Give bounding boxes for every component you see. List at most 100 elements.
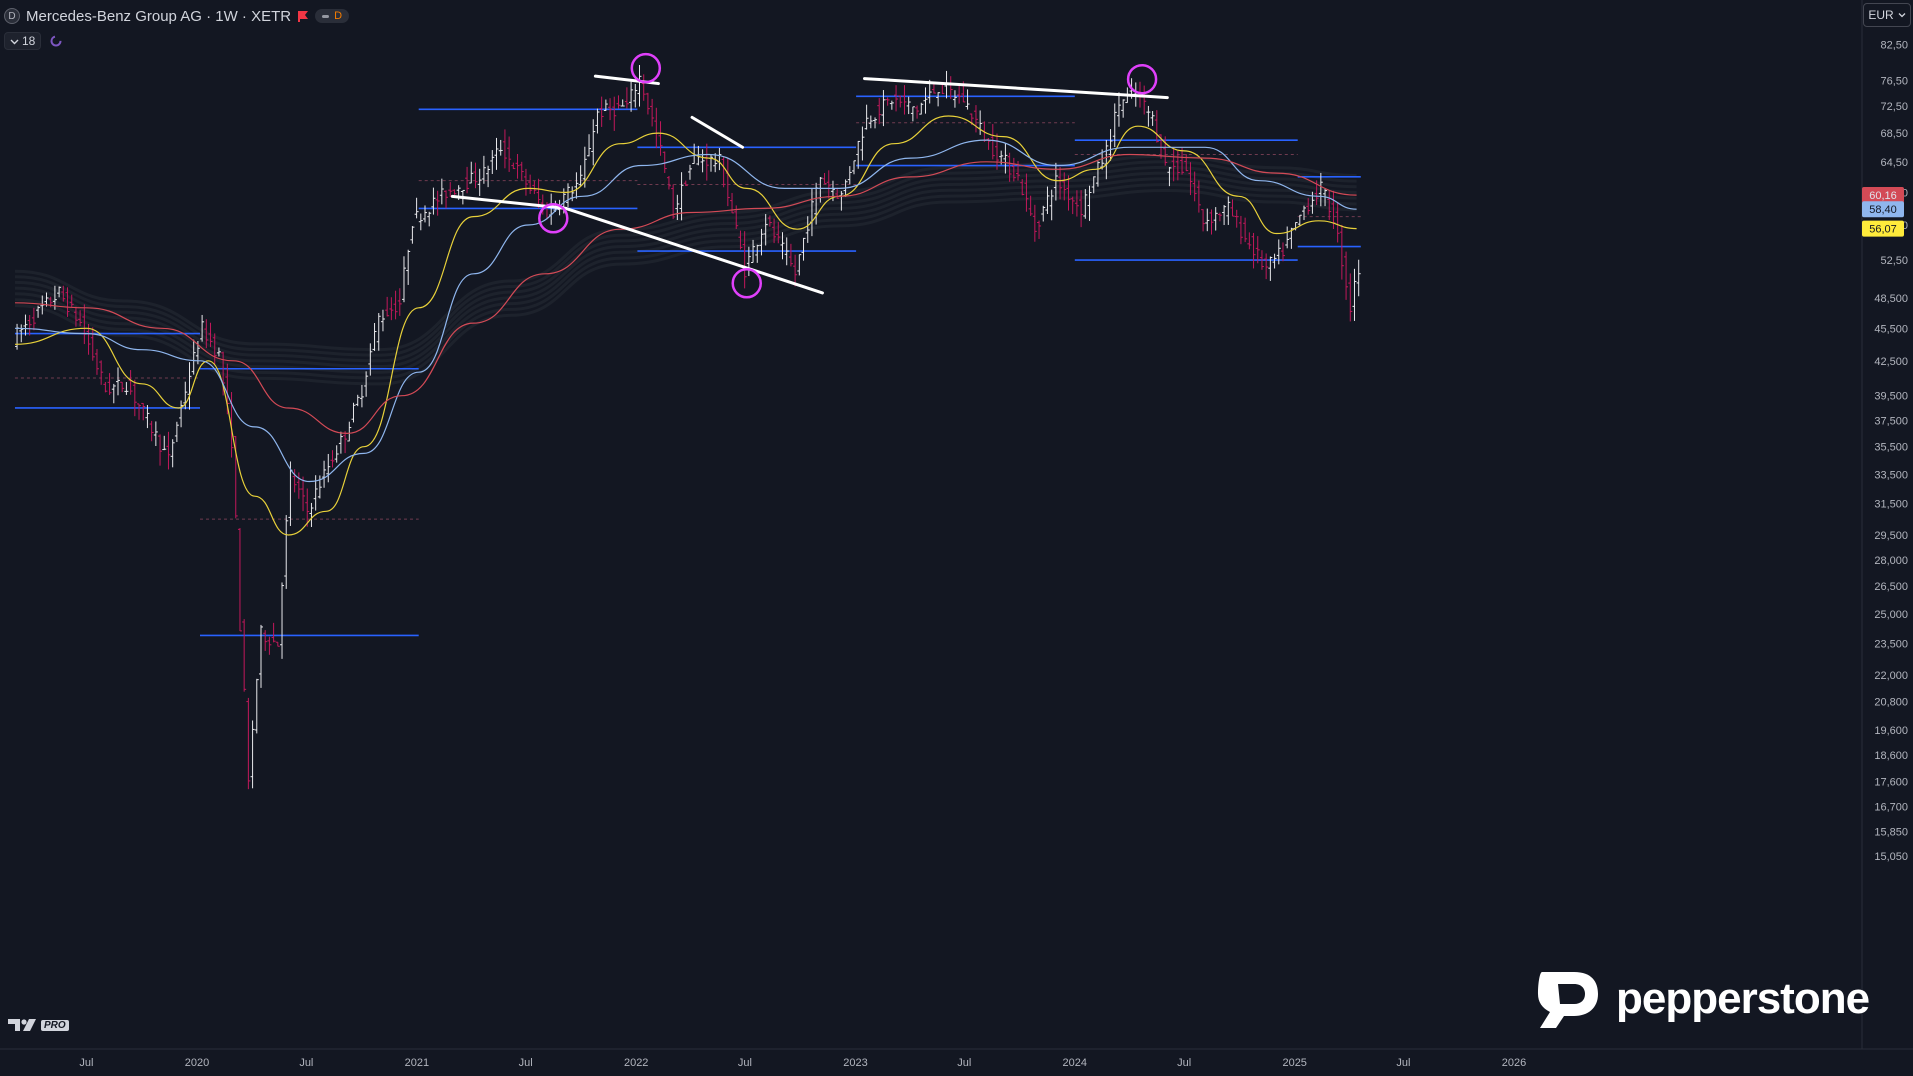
candle bbox=[1079, 190, 1084, 228]
ribbon-ma-line bbox=[14, 183, 1357, 380]
symbol-title[interactable]: Mercedes-Benz Group AG · 1W · XETR bbox=[26, 7, 292, 25]
candle bbox=[965, 89, 970, 110]
candle bbox=[216, 347, 221, 357]
y-tick-label: 72,50 bbox=[1880, 101, 1908, 113]
candle bbox=[851, 160, 856, 175]
candle bbox=[746, 246, 751, 277]
candle bbox=[132, 379, 137, 417]
candle bbox=[481, 155, 486, 184]
candle bbox=[1196, 180, 1201, 213]
y-tick-label: 42,500 bbox=[1874, 356, 1908, 368]
candle bbox=[351, 402, 356, 423]
candle bbox=[1209, 209, 1214, 235]
candle bbox=[397, 288, 402, 316]
candle bbox=[174, 421, 179, 442]
candle bbox=[448, 182, 453, 198]
candle bbox=[380, 309, 385, 332]
pepperstone-logo: pepperstone bbox=[1534, 968, 1870, 1030]
candle bbox=[923, 87, 928, 114]
status-badge[interactable]: D bbox=[315, 9, 350, 23]
y-tick-label: 15,850 bbox=[1874, 826, 1908, 838]
candle bbox=[406, 249, 411, 285]
candle bbox=[759, 228, 764, 256]
candle bbox=[435, 190, 440, 216]
candle bbox=[452, 189, 457, 195]
candle bbox=[620, 99, 625, 107]
candle bbox=[469, 161, 474, 184]
candle bbox=[608, 98, 613, 121]
candle bbox=[393, 290, 398, 320]
candle bbox=[1356, 259, 1361, 297]
y-tick-label: 28,000 bbox=[1874, 555, 1908, 567]
candle bbox=[65, 287, 70, 317]
highlight-circle bbox=[538, 203, 569, 234]
candle bbox=[1259, 250, 1264, 270]
candle bbox=[788, 243, 793, 267]
candle bbox=[864, 104, 869, 130]
candle bbox=[772, 218, 777, 244]
x-tick-label: Jul bbox=[738, 1057, 752, 1069]
candle bbox=[305, 488, 310, 527]
candle bbox=[793, 254, 798, 287]
candle bbox=[439, 178, 444, 205]
candle bbox=[1007, 152, 1012, 182]
candle bbox=[284, 515, 289, 589]
candle bbox=[915, 105, 920, 119]
indicators-toggle[interactable]: 18 bbox=[4, 32, 42, 50]
candle bbox=[292, 469, 297, 493]
candle bbox=[498, 139, 503, 156]
candle bbox=[936, 92, 941, 107]
chevron-down-icon bbox=[1898, 13, 1906, 18]
candle bbox=[763, 214, 768, 246]
trendline bbox=[690, 115, 745, 149]
candle bbox=[385, 296, 390, 317]
candle bbox=[330, 450, 335, 468]
x-tick-label: Jul bbox=[519, 1057, 533, 1069]
candle bbox=[473, 162, 478, 189]
candle bbox=[591, 119, 596, 166]
candle bbox=[389, 297, 394, 321]
indicator-count: 18 bbox=[22, 34, 36, 48]
candle bbox=[662, 151, 667, 174]
candle bbox=[713, 153, 718, 173]
candle bbox=[650, 98, 655, 127]
candle bbox=[700, 149, 705, 173]
candle bbox=[587, 134, 592, 157]
candle bbox=[1095, 161, 1100, 187]
candle bbox=[1289, 227, 1294, 249]
candle bbox=[120, 381, 125, 393]
x-tick-label: Jul bbox=[957, 1057, 971, 1069]
currency-selector[interactable]: EUR bbox=[1863, 3, 1911, 27]
symbol-badge[interactable]: D bbox=[4, 8, 20, 24]
candle bbox=[1066, 175, 1071, 211]
candle bbox=[629, 81, 634, 112]
candle bbox=[1348, 273, 1353, 322]
flag-icon[interactable] bbox=[297, 10, 309, 22]
candle bbox=[1306, 198, 1311, 215]
candle bbox=[1062, 172, 1067, 201]
candle bbox=[1243, 217, 1248, 243]
candle bbox=[645, 92, 650, 115]
y-tick-label: 25,000 bbox=[1874, 609, 1908, 621]
y-tick-label: 35,500 bbox=[1874, 442, 1908, 454]
candle bbox=[322, 460, 327, 488]
candle bbox=[1264, 253, 1269, 280]
candle bbox=[767, 215, 772, 227]
candle bbox=[57, 286, 62, 298]
candle bbox=[1020, 179, 1025, 196]
candle bbox=[1083, 189, 1088, 219]
candle bbox=[641, 74, 646, 101]
candle bbox=[486, 165, 491, 188]
y-tick-label: 16,700 bbox=[1874, 801, 1908, 813]
candle bbox=[1112, 103, 1117, 148]
candle bbox=[755, 244, 760, 263]
y-tick-label: 37,500 bbox=[1874, 416, 1908, 428]
tradingview-logo[interactable]: PRO bbox=[8, 1018, 69, 1032]
candle bbox=[860, 126, 865, 161]
candle bbox=[246, 697, 251, 790]
x-tick-label: 2021 bbox=[405, 1057, 429, 1069]
candle bbox=[418, 213, 423, 231]
candle bbox=[61, 285, 66, 302]
candle bbox=[477, 168, 482, 196]
